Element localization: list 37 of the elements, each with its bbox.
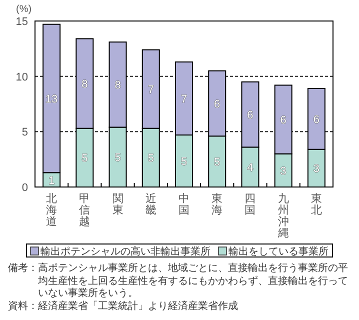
data-label: 5 <box>82 152 88 165</box>
data-label: 3 <box>313 163 320 176</box>
x-tick-label: 東北 <box>310 192 322 216</box>
text: 備考：高ポテンシャル事業所とは、地域ごとに、直接輸出を行う事業所の平均生産性を上回る生産性を有するにもかかわらず、直接輸出を行っていない事業所をいう。 <box>7 263 349 300</box>
y-tick-label: 10 <box>16 71 28 84</box>
data-label: 6 <box>313 114 320 126</box>
data-label: 4 <box>247 162 254 174</box>
data-label: 1 <box>48 174 55 187</box>
data-label: 6 <box>280 114 286 126</box>
text: 資料：経済産業省「工業統計」より経済産業省作成 <box>7 300 239 313</box>
data-label: 5 <box>214 156 220 169</box>
data-label: 5 <box>114 152 121 164</box>
x-tick-label: 中国 <box>178 192 190 216</box>
bar <box>175 61 193 136</box>
data-label: 13 <box>45 93 58 106</box>
y-tick-label: 0 <box>22 182 28 194</box>
x-tick-label: 四国 <box>244 193 256 216</box>
x-tick-label: 北海道 <box>46 192 58 228</box>
data-label: 6 <box>247 110 254 122</box>
y-axis-title: (%) <box>16 4 32 15</box>
x-tick-label: 九州沖縄 <box>276 192 289 240</box>
x-tick-label: 関東 <box>112 193 124 216</box>
data-label: 7 <box>148 84 154 96</box>
y-tick-label: 15 <box>16 16 28 28</box>
data-label: 7 <box>180 93 188 106</box>
data-label: 5 <box>180 156 188 168</box>
data-label: 5 <box>148 152 154 165</box>
data-label: 6 <box>214 98 220 110</box>
legend-label: 輸出をしている事業所 <box>228 246 328 258</box>
data-label: 8 <box>114 80 121 92</box>
data-label: 8 <box>82 78 88 91</box>
data-label: 3 <box>280 165 286 178</box>
x-tick-label: 甲信越 <box>79 193 90 228</box>
y-tick-label: 5 <box>22 126 28 139</box>
x-tick-label: 東海 <box>212 192 223 216</box>
x-tick-label: 近畿 <box>145 192 156 216</box>
legend-label: 輸出ポテンシャルの高い非輸出事業所 <box>40 246 210 258</box>
